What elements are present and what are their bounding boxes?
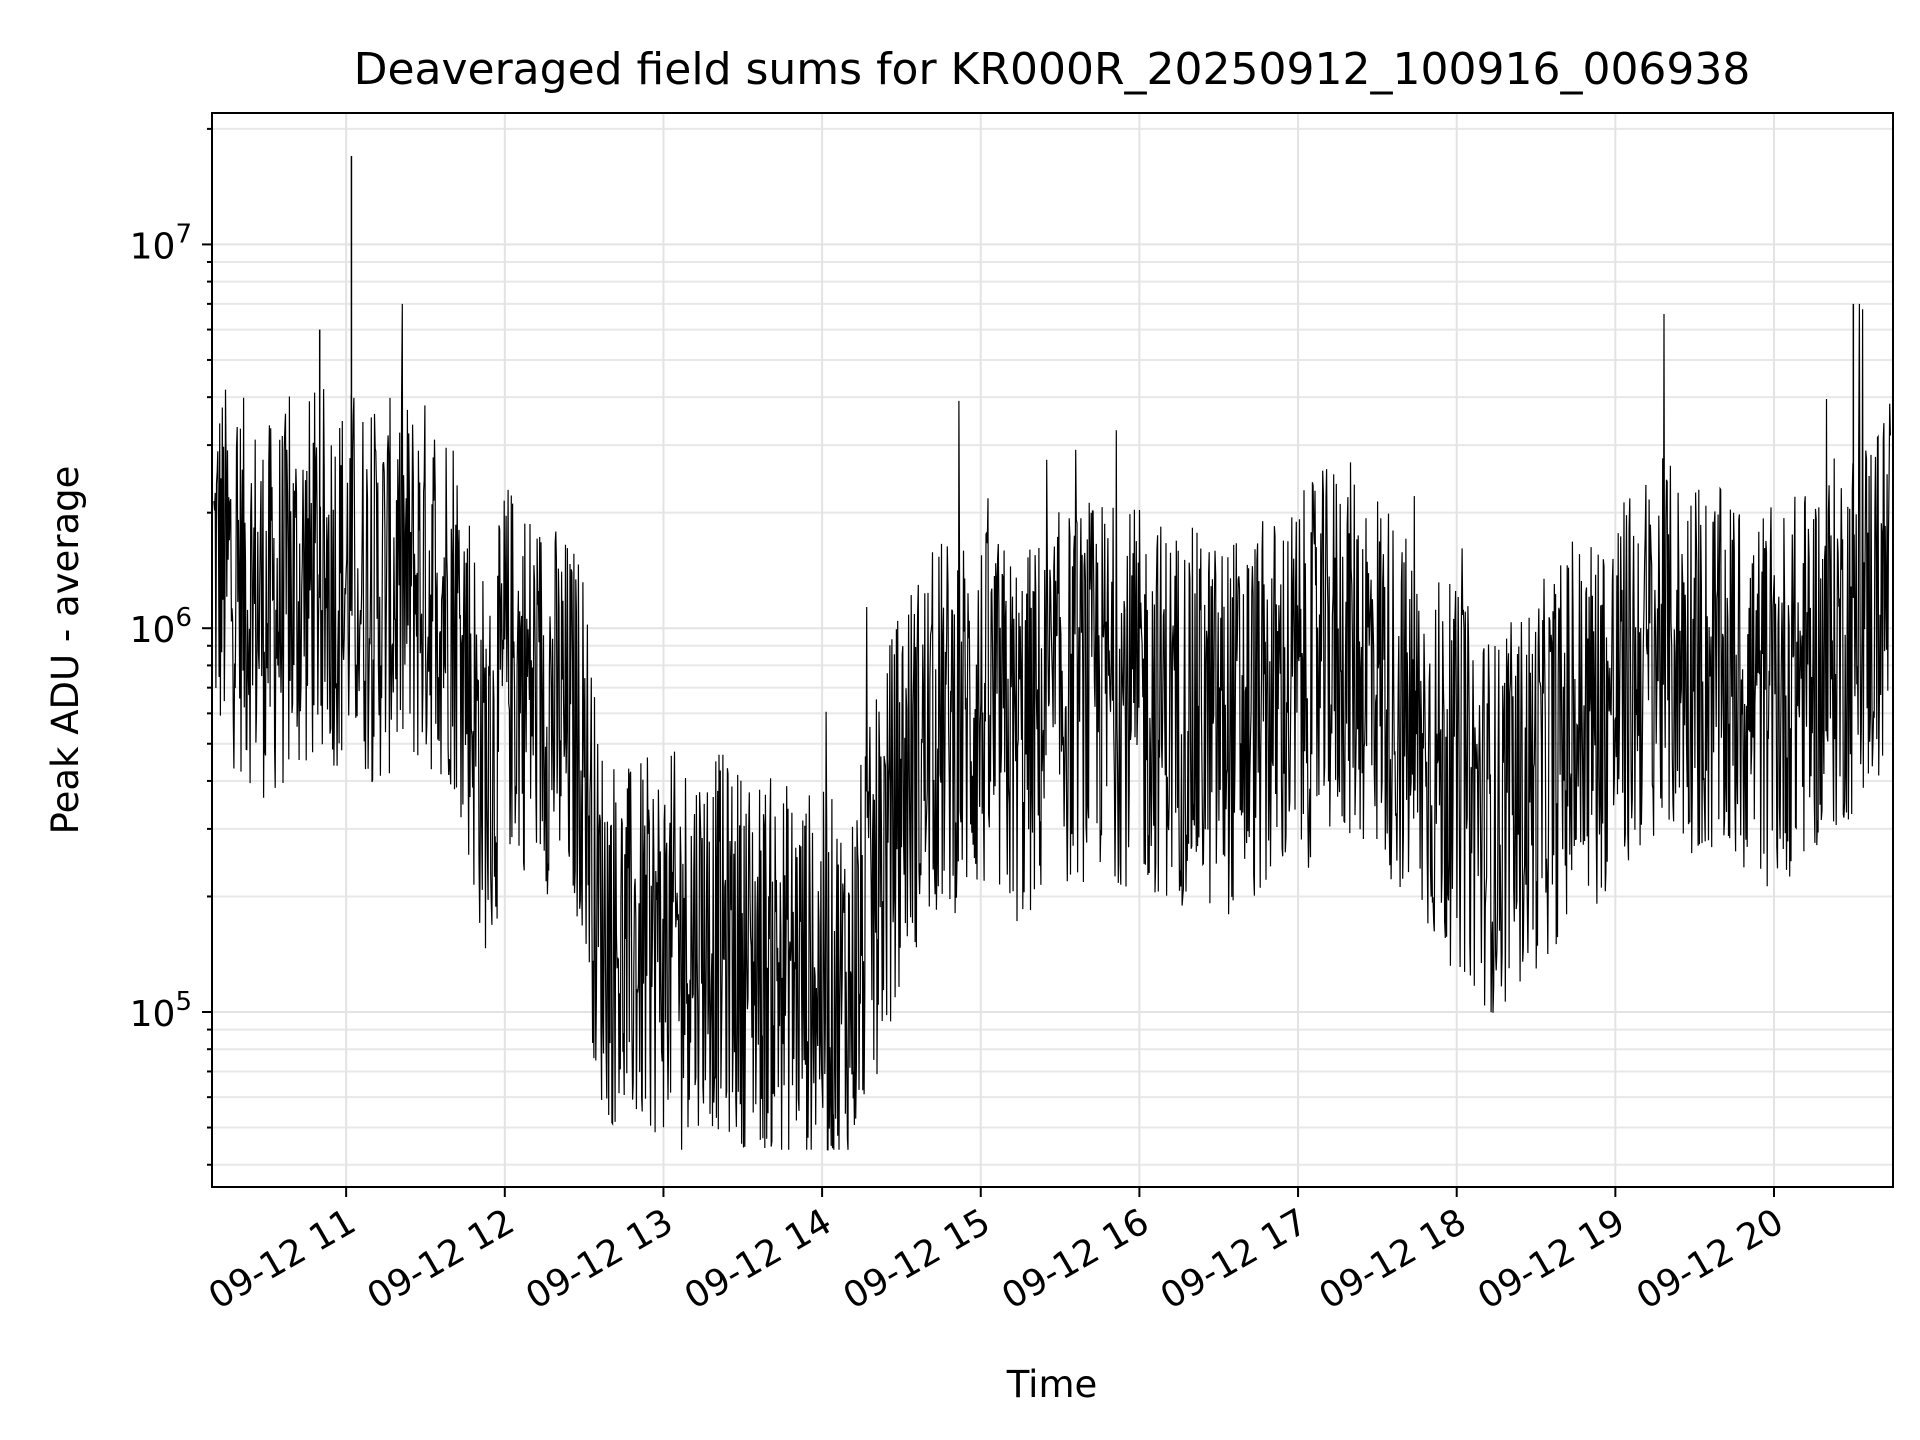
plot-area-frame (211, 112, 1894, 1188)
x-tick-label: 09-12 20 (1630, 1201, 1791, 1317)
x-tick-label: 09-12 16 (995, 1201, 1156, 1317)
x-tick-label: 09-12 15 (837, 1201, 998, 1317)
y-tick-label: 105 (130, 987, 192, 1035)
data-line-path (213, 303, 1891, 1151)
x-tick-label: 09-12 17 (1154, 1201, 1315, 1317)
x-tick-label: 09-12 19 (1471, 1201, 1632, 1317)
y-tick-label: 107 (130, 219, 192, 267)
x-tick-label: 09-12 14 (678, 1201, 839, 1317)
x-tick-label: 09-12 11 (202, 1201, 363, 1317)
chart-title: Deaveraged field sums for KR000R_2025091… (354, 44, 1751, 95)
x-axis-label: Time (1006, 1363, 1098, 1406)
y-axis-label: Peak ADU - average (44, 466, 87, 835)
y-tick-label: 106 (130, 603, 192, 651)
x-tick-label: 09-12 12 (361, 1201, 522, 1317)
data-series-line (213, 155, 1891, 1151)
y-axis: 105 106 107 (130, 127, 212, 1166)
x-tick-label: 09-12 18 (1313, 1201, 1474, 1317)
x-tick-label: 09-12 13 (519, 1201, 680, 1317)
